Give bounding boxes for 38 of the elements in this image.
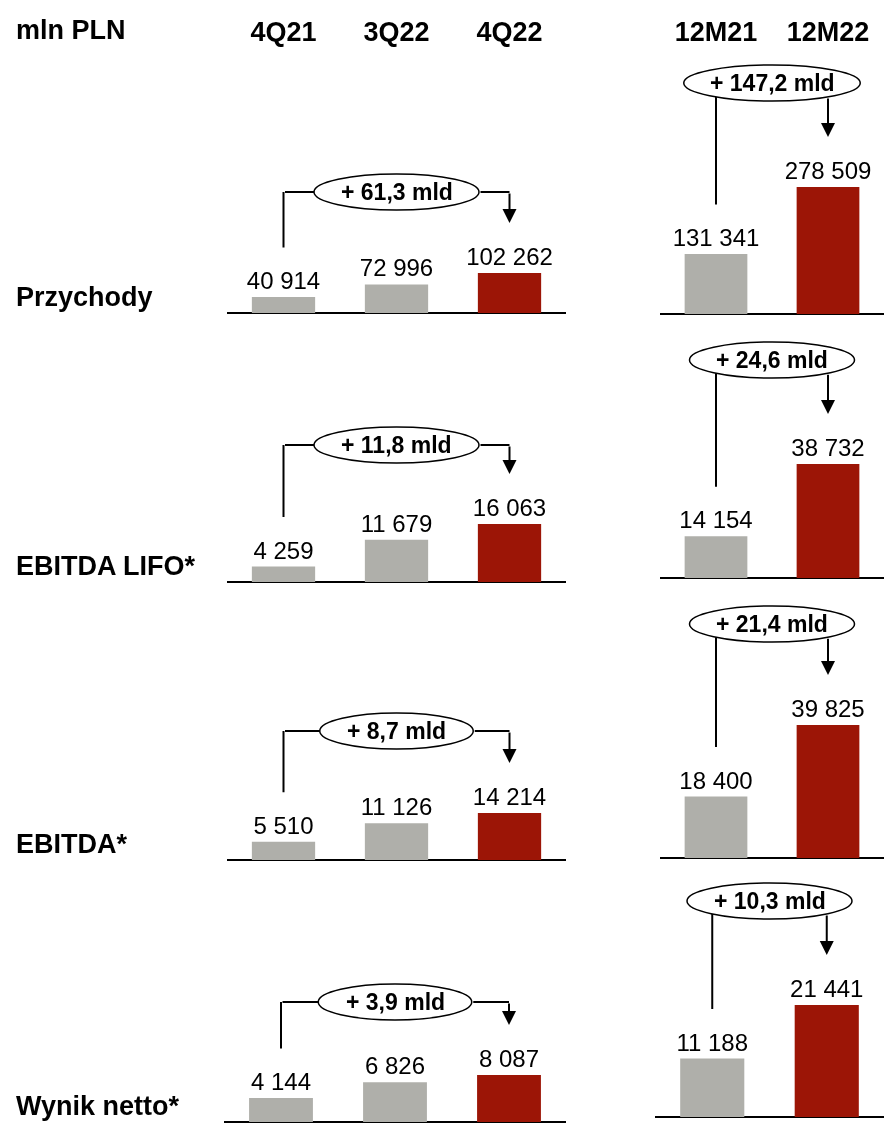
text: EBITDA LIFO* [16, 551, 196, 581]
data-label: 18 400 [679, 766, 753, 794]
data-label: 40 914 [246, 267, 321, 294]
data-label: 8 087 [478, 1045, 540, 1072]
text: EBITDA* [16, 829, 128, 859]
data-label: 4 259 [253, 536, 314, 564]
x-tick-label: 4Q22 [476, 16, 543, 47]
chart-title: Przychody [16, 282, 153, 312]
data-label: 16 063 [472, 494, 547, 521]
data-label: 11 679 [360, 509, 433, 537]
data-label: 11 126 [360, 793, 433, 821]
text: + 8,7 mld [347, 718, 447, 744]
text: + 11,8 mld [341, 432, 452, 458]
x-tick-label: 3Q22 [363, 16, 430, 47]
data-label: 131 341 [672, 224, 760, 252]
text: + 147,2 mld [710, 70, 835, 96]
x-tick-label: 12M22 [786, 16, 870, 47]
data-label: 5 510 [253, 811, 314, 839]
text: + 21,4 mld [716, 611, 828, 637]
text: + 61,3 mld [341, 179, 453, 205]
data-label: 11 188 [676, 1028, 749, 1056]
text: + 10,3 mld [714, 888, 826, 914]
data-label: 6 826 [364, 1052, 426, 1080]
x-tick-label: 4Q21 [250, 16, 317, 47]
data-label: 278 509 [784, 157, 872, 184]
data-label: 39 825 [791, 695, 865, 722]
data-label: 21 441 [790, 975, 864, 1002]
data-label: 38 732 [791, 434, 865, 461]
text: Wynik netto* [16, 1091, 180, 1121]
data-label: 14 214 [472, 783, 547, 810]
x-tick-label: 12M21 [674, 16, 758, 47]
text: + 24,6 mld [716, 347, 828, 373]
data-label: 72 996 [359, 254, 434, 282]
y-axis-title: mln PLN [16, 15, 126, 45]
text: + 3,9 mld [346, 989, 446, 1015]
data-label: 102 262 [466, 243, 553, 270]
data-label: 4 144 [250, 1067, 312, 1095]
data-label: 14 154 [679, 506, 753, 534]
